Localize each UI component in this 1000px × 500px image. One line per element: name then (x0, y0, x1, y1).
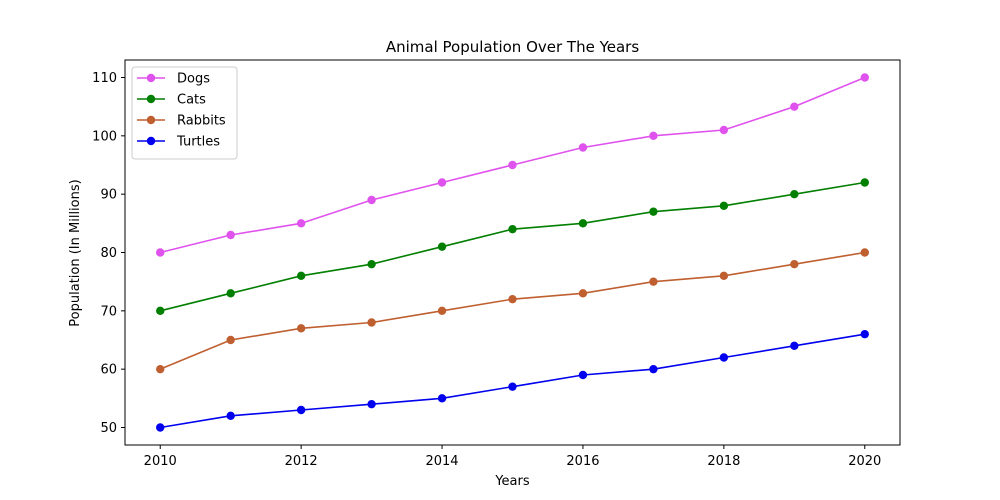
legend-marker-dogs (146, 73, 156, 83)
legend-marker-turtles (146, 136, 156, 146)
data-point-turtles (860, 329, 869, 339)
data-point-dogs (156, 248, 165, 257)
y-axis: 50 60 70 80 90 100 110 (92, 71, 125, 436)
data-point-turtles (578, 370, 588, 380)
data-point-turtles (790, 341, 799, 351)
y-tick-label: 70 (100, 304, 117, 319)
data-point-rabbits (367, 318, 376, 327)
data-point-rabbits (578, 289, 588, 298)
data-point-cats (437, 242, 447, 251)
data-point-cats (860, 178, 869, 187)
data-point-dogs (578, 143, 588, 152)
data-point-cats (367, 259, 376, 269)
x-axis: 2010 2012 2014 2016 2018 2020 (144, 445, 881, 469)
data-point-dogs (790, 102, 799, 111)
chart-title: Animal Population Over The Years (386, 38, 640, 56)
data-point-dogs (367, 195, 376, 205)
data-point-turtles (719, 353, 729, 362)
series-line-turtles (160, 333, 865, 429)
data-point-rabbits (790, 259, 799, 269)
x-tick-label: 2016 (566, 454, 599, 469)
legend-label-turtles: Turtles (176, 135, 220, 150)
y-tick-label: 50 (100, 421, 117, 436)
data-point-cats (156, 306, 165, 316)
data-point-turtles (649, 364, 658, 374)
y-tick-label: 110 (92, 71, 117, 86)
legend-label-cats: Cats (177, 93, 206, 108)
legend-box (131, 66, 238, 160)
x-tick-label: 2020 (848, 454, 881, 469)
legend-label-rabbits: Rabbits (177, 114, 226, 129)
x-tick-label: 2010 (144, 454, 177, 469)
data-point-turtles (437, 394, 447, 403)
data-point-cats (719, 201, 729, 211)
data-point-cats (226, 289, 235, 298)
data-point-cats (578, 219, 588, 228)
data-point-dogs (296, 219, 306, 228)
y-tick-label: 80 (100, 246, 117, 261)
data-point-dogs (508, 160, 517, 170)
data-point-turtles (367, 399, 376, 409)
data-point-rabbits (508, 294, 517, 304)
x-tick-label: 2018 (707, 454, 740, 469)
data-point-dogs (719, 125, 729, 135)
legend: Dogs Cats Rabbits Turtles (131, 66, 238, 160)
y-tick-label: 60 (100, 363, 117, 378)
data-point-rabbits (437, 306, 447, 316)
data-point-turtles (296, 405, 306, 415)
data-point-cats (296, 271, 306, 281)
x-tick-label: 2012 (285, 454, 318, 469)
x-tick-label: 2014 (425, 454, 458, 469)
plot-area (124, 59, 901, 446)
data-point-turtles (226, 411, 235, 421)
y-tick-label: 100 (92, 129, 117, 144)
data-point-rabbits (719, 271, 729, 281)
data-point-turtles (508, 382, 517, 391)
data-point-cats (508, 224, 517, 234)
data-point-turtles (156, 423, 165, 432)
data-point-dogs (649, 131, 658, 141)
x-axis-label: Years (494, 474, 530, 489)
data-point-cats (790, 189, 799, 199)
legend-label-dogs: Dogs (177, 72, 210, 87)
series-line-cats (160, 181, 865, 312)
data-point-rabbits (156, 364, 165, 374)
data-point-rabbits (649, 277, 658, 286)
data-point-rabbits (226, 335, 235, 345)
legend-marker-rabbits (146, 115, 156, 125)
y-tick-label: 90 (100, 188, 117, 203)
data-point-rabbits (860, 248, 869, 257)
data-point-dogs (226, 230, 235, 240)
legend-marker-cats (146, 94, 156, 104)
data-point-rabbits (296, 324, 306, 333)
data-point-dogs (860, 73, 869, 82)
data-point-dogs (437, 178, 447, 187)
y-axis-label: Population (In Millions) (68, 179, 83, 326)
data-point-cats (649, 207, 658, 216)
